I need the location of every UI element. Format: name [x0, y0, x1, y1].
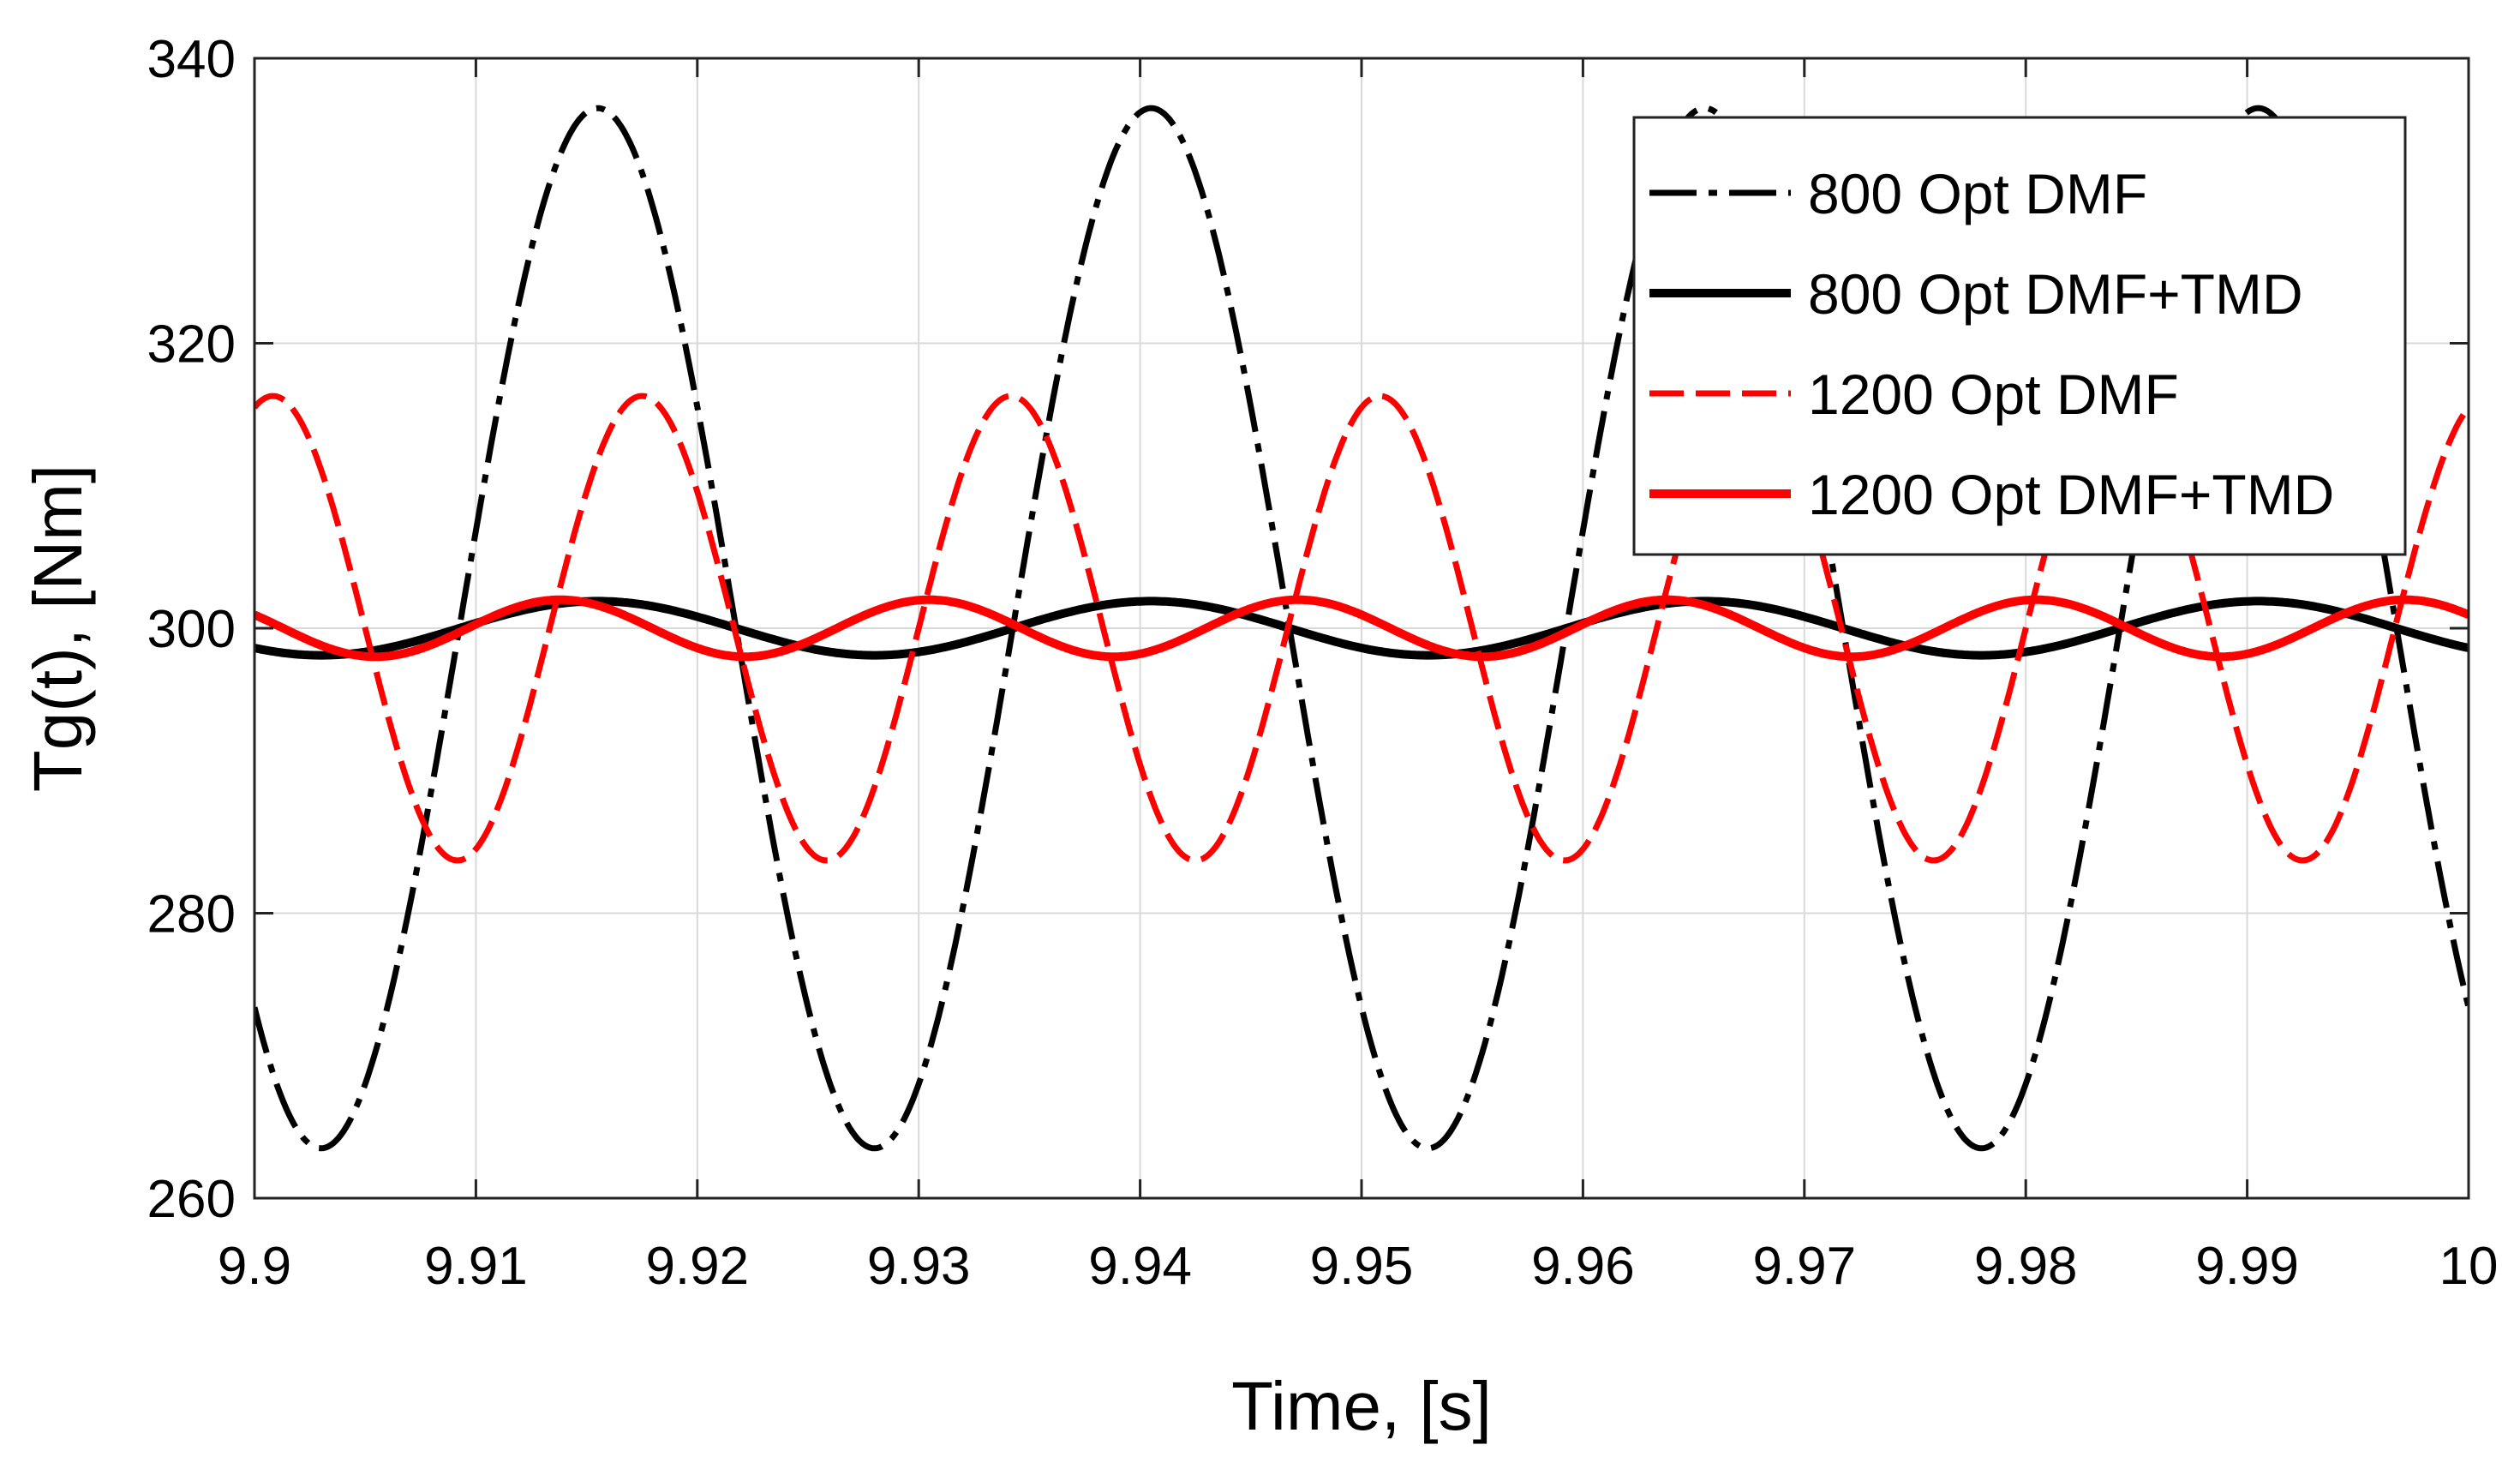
y-axis-label: Tg(t), [Nm] [20, 465, 96, 792]
legend-box [1632, 116, 2407, 556]
legend-label: 800 Opt DMF [1808, 162, 2147, 225]
x-tick-label: 9.96 [1531, 1237, 1635, 1296]
legend-label: 1200 Opt DMF+TMD [1808, 463, 2334, 526]
y-tick-label: 320 [147, 315, 236, 375]
legend-label: 1200 Opt DMF [1808, 363, 2179, 426]
series-line-1 [254, 105, 2469, 1152]
x-axis: 9.9 9.91 9.92 9.93 9.94 9.95 9.96 9.97 9.98 9.99 1… [218, 58, 2499, 1296]
series-line-4 [254, 595, 2469, 662]
x-tick-label: 9.91 [424, 1237, 528, 1296]
x-axis-label: Time, [s] [1231, 1368, 1492, 1444]
x-tick-label: 10 [2439, 1237, 2499, 1296]
x-tick-label: 9.98 [1974, 1237, 2078, 1296]
series-line-3 [254, 393, 2469, 864]
x-tick-label: 9.95 [1310, 1237, 1414, 1296]
x-tick-label: 9.97 [1752, 1237, 1856, 1296]
x-tick-label: 9.94 [1088, 1237, 1192, 1296]
y-axis: 260 280 300 320 340 [147, 30, 2469, 1229]
x-tick-label: 9.99 [2195, 1237, 2299, 1296]
legend: 800 Opt DMF 800 Opt DMF+TMD 1200 Opt DMF 12… [1632, 116, 2407, 556]
x-tick-label: 9.92 [645, 1237, 749, 1296]
series-line-2 [254, 597, 2469, 660]
y-tick-label: 260 [147, 1170, 236, 1229]
y-tick-label: 340 [147, 30, 236, 89]
legend-label: 800 Opt DMF+TMD [1808, 262, 2303, 326]
x-tick-label: 9.9 [218, 1237, 291, 1296]
y-tick-label: 300 [147, 600, 236, 659]
x-tick-label: 9.93 [867, 1237, 971, 1296]
y-tick-label: 280 [147, 885, 236, 944]
series-layer [254, 105, 2469, 1152]
